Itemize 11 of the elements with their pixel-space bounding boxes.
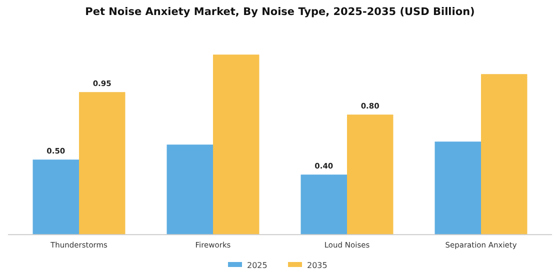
legend-label: 2035 [307,261,328,270]
legend-label: 2025 [247,261,268,270]
chart-title: Pet Noise Anxiety Market, By Noise Type, 2025-2035 (USD Billion) [85,6,475,18]
bar [300,174,347,235]
bar [434,142,481,235]
bar [166,144,213,235]
bar [79,92,126,235]
bar [32,160,79,235]
bar [347,114,394,235]
bar [481,74,528,235]
bar [213,54,260,235]
